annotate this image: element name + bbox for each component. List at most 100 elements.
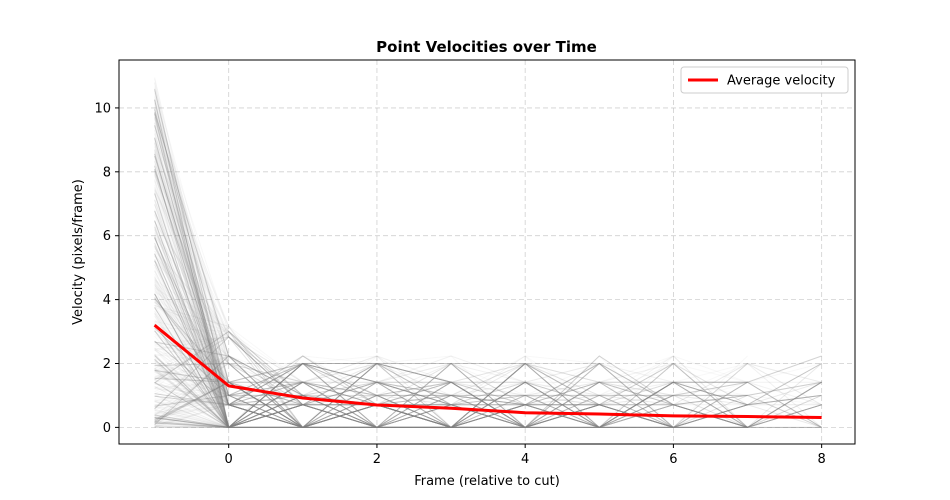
trace-line xyxy=(154,242,378,429)
trace-line xyxy=(154,290,600,428)
trace-line xyxy=(154,381,452,428)
trace-line xyxy=(154,388,303,428)
trace-line xyxy=(154,347,229,396)
trace-line xyxy=(154,362,674,428)
x-tick-label: 4 xyxy=(521,452,529,467)
trace-line xyxy=(154,114,674,406)
trace-line xyxy=(154,382,378,428)
trace-line xyxy=(154,136,230,327)
trace-line xyxy=(154,260,822,428)
trace-line xyxy=(154,360,674,429)
trace-line xyxy=(154,393,452,428)
trace-line xyxy=(154,381,229,428)
trace-line xyxy=(154,381,822,428)
trace-line xyxy=(154,381,526,428)
trace-line xyxy=(154,362,822,429)
trace-line xyxy=(154,270,600,428)
trace-line xyxy=(154,142,822,428)
trace-line xyxy=(154,212,822,429)
trace-line xyxy=(154,363,304,428)
y-axis-ticks: 0 2 4 6 8 10 xyxy=(94,101,119,436)
trace-line xyxy=(154,221,748,428)
trace-line xyxy=(154,291,304,383)
chart-title: Point Velocities over Time xyxy=(376,38,597,56)
trace-line xyxy=(154,404,748,428)
legend-box xyxy=(680,66,849,94)
trace-line xyxy=(154,287,377,428)
trace-line xyxy=(154,363,822,428)
trace-line xyxy=(154,312,378,428)
trace-line xyxy=(154,137,303,428)
trace-line xyxy=(154,381,674,428)
trace-line xyxy=(154,381,748,428)
trace-line xyxy=(154,299,674,428)
trace-line xyxy=(154,92,600,428)
trace-line xyxy=(154,165,748,429)
trace-line xyxy=(154,117,378,429)
trace-line xyxy=(154,293,303,428)
trace-line xyxy=(154,189,452,428)
trace-line xyxy=(154,320,748,428)
trace-line xyxy=(154,171,526,428)
trace-line xyxy=(154,358,230,428)
trace-line xyxy=(154,278,822,429)
trace-line xyxy=(154,293,230,428)
trace-line xyxy=(154,214,526,428)
trace-line xyxy=(154,336,304,410)
trace-line xyxy=(154,95,526,428)
trace-line xyxy=(154,381,304,428)
trace-line xyxy=(154,264,303,406)
trace-line xyxy=(154,345,748,428)
trace-line xyxy=(154,140,748,429)
trace-line xyxy=(154,277,378,428)
trace-line xyxy=(154,258,526,429)
trace-line xyxy=(154,170,748,428)
trace-line xyxy=(154,362,526,428)
trace-line xyxy=(154,368,378,429)
trace-line xyxy=(154,117,600,429)
trace-line xyxy=(154,280,303,383)
trace-line xyxy=(154,326,674,428)
trace-line xyxy=(154,363,526,428)
legend-label-average-velocity: Average velocity xyxy=(727,74,836,89)
trace-line xyxy=(154,362,378,428)
trace-line xyxy=(154,279,378,429)
trace-line xyxy=(154,354,822,428)
trace-line xyxy=(154,355,822,429)
trace-line xyxy=(154,173,748,428)
trace-line xyxy=(154,298,600,429)
trace-line xyxy=(154,214,526,428)
trace-line xyxy=(154,362,452,428)
trace-line xyxy=(154,246,822,428)
trace-line xyxy=(154,90,303,429)
trace-line xyxy=(154,279,526,428)
x-axis-ticks: 0 2 4 6 8 xyxy=(225,444,826,467)
trace-line xyxy=(154,179,822,428)
trace-line xyxy=(154,171,674,428)
trace-line xyxy=(154,260,303,429)
trace-line xyxy=(154,160,303,428)
trace-line xyxy=(154,227,674,429)
trace-line xyxy=(154,355,600,429)
y-axis-label: Velocity (pixels/frame) xyxy=(71,179,86,325)
trace-line xyxy=(154,232,230,332)
trace-line xyxy=(154,312,674,429)
trace-line xyxy=(154,283,526,428)
trace-line xyxy=(154,314,230,428)
trace-line xyxy=(154,394,229,414)
trace-line xyxy=(154,363,304,428)
trace-line xyxy=(154,355,822,429)
trace-line xyxy=(154,122,748,428)
trace-line xyxy=(154,250,526,428)
trace-line xyxy=(154,137,303,428)
trace-line xyxy=(154,355,674,428)
trace-line xyxy=(154,299,600,428)
trace-line xyxy=(154,381,526,428)
trace-line xyxy=(154,155,230,428)
trace-line xyxy=(154,81,526,428)
trace-line xyxy=(154,362,822,429)
trace-line xyxy=(154,362,822,429)
trace-line xyxy=(154,288,674,429)
trace-line xyxy=(154,355,822,429)
trace-line xyxy=(154,381,748,428)
